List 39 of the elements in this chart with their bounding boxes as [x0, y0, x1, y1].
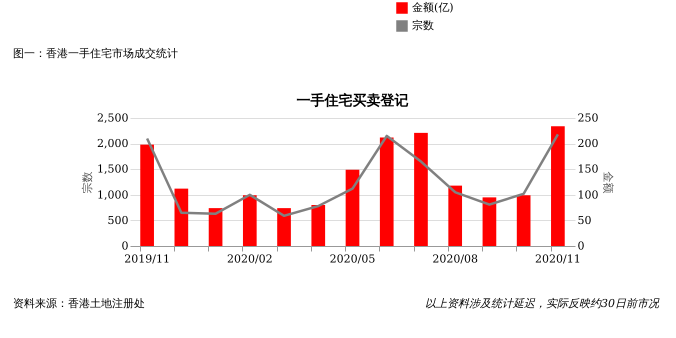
- y2-tick-label: 50: [578, 214, 592, 227]
- bar: [482, 197, 496, 246]
- bar: [551, 126, 565, 246]
- bar: [311, 205, 326, 246]
- bar: [174, 188, 188, 246]
- y2-tick-label: 250: [578, 112, 598, 124]
- y2-tick-label: 0: [578, 240, 584, 252]
- y-axis-title: 宗数: [81, 172, 94, 194]
- legend-label: 金额(亿): [412, 1, 454, 14]
- text: 资料来源：香港土地注册处: [13, 297, 145, 310]
- text: 以上资料涉及统计延迟，实际反映约30日前市况: [425, 297, 660, 310]
- y-tick-label: 2,500: [97, 112, 128, 124]
- bar: [208, 208, 222, 246]
- y-tick-label: 0: [122, 240, 128, 252]
- x-tick-label: 2020/08: [432, 252, 478, 266]
- bar: [414, 132, 428, 246]
- x-tick-label: 2019/11: [124, 252, 170, 266]
- y2-tick-label: 150: [578, 162, 598, 176]
- x-tick-label: 2020/11: [535, 252, 581, 266]
- x-tick-label: 2020/05: [330, 252, 376, 266]
- line-series: [146, 133, 560, 218]
- y2-tick-label: 200: [578, 137, 598, 150]
- y-tick-label: 1,500: [97, 162, 128, 176]
- x-tick-label: 2020/02: [226, 252, 273, 266]
- bar: [346, 170, 360, 246]
- chart-title: 一手住宅买卖登记: [296, 92, 408, 109]
- y-tick-label: 1,000: [97, 188, 128, 202]
- legend-label: 宗数: [412, 19, 434, 32]
- y2-tick-label: 100: [578, 188, 598, 202]
- bar: [448, 186, 462, 246]
- y-tick-label: 2,000: [97, 137, 128, 150]
- y2-axis-title: 金额: [601, 172, 614, 194]
- text: 图一：香港一手住宅市场成交统计: [13, 47, 178, 60]
- bar: [140, 144, 154, 246]
- y-tick-label: 500: [108, 214, 128, 227]
- bar: [242, 195, 257, 246]
- bar: [277, 208, 291, 246]
- bar: [516, 195, 530, 246]
- bar: [380, 137, 394, 246]
